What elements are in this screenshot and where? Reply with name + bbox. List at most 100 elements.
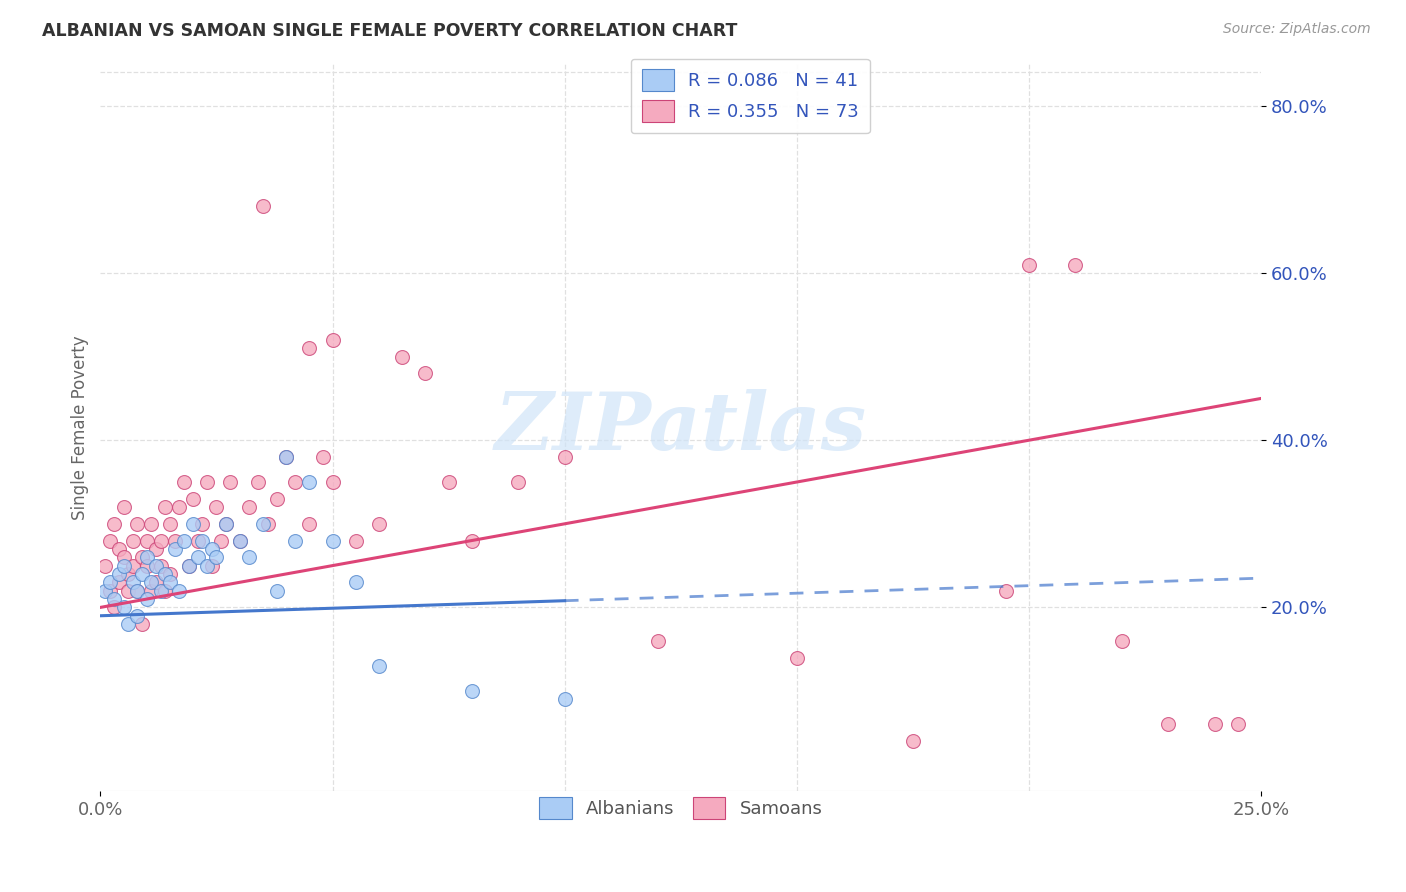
Point (1226, 717, 1249, 731)
Point (117, 566, 139, 581)
Legend: Albanians, Samoans: Albanians, Samoans (531, 789, 830, 826)
Point (169, 583, 191, 598)
Point (94, 558, 117, 573)
Point (94, 583, 117, 598)
Point (368, 659, 391, 673)
Point (163, 533, 186, 548)
Point (508, 475, 530, 489)
Point (117, 617, 139, 632)
Point (181, 491, 204, 506)
Point (145, 575, 167, 590)
Point (159, 566, 181, 581)
Point (191, 533, 214, 548)
Point (554, 692, 576, 706)
Point (238, 500, 260, 514)
Point (98, 533, 121, 548)
Point (145, 541, 167, 556)
Point (284, 475, 307, 489)
Point (98, 583, 121, 598)
Point (149, 583, 172, 598)
Point (173, 533, 195, 548)
Point (247, 475, 270, 489)
Point (1204, 717, 1226, 731)
Point (368, 516, 391, 531)
Point (149, 558, 172, 573)
Point (205, 500, 228, 514)
Point (159, 575, 181, 590)
Point (274, 450, 297, 464)
Point (1064, 258, 1087, 272)
Point (169, 500, 191, 514)
Point (256, 516, 278, 531)
Point (135, 592, 157, 607)
Point (647, 633, 669, 648)
Point (266, 491, 288, 506)
Point (121, 575, 143, 590)
Point (266, 583, 288, 598)
Point (274, 450, 297, 464)
Point (344, 533, 367, 548)
Point (437, 475, 460, 489)
Point (554, 450, 576, 464)
Point (141, 583, 163, 598)
Y-axis label: Single Female Poverty: Single Female Poverty (72, 335, 89, 520)
Point (1018, 258, 1040, 272)
Point (321, 533, 343, 548)
Point (786, 650, 808, 665)
Point (135, 550, 157, 565)
Point (321, 475, 343, 489)
Point (112, 600, 135, 615)
Point (181, 516, 204, 531)
Point (103, 516, 125, 531)
Point (1111, 633, 1133, 648)
Point (112, 550, 135, 565)
Point (391, 350, 413, 364)
Point (901, 734, 924, 748)
Point (155, 566, 177, 581)
Point (219, 475, 242, 489)
Point (461, 533, 484, 548)
Point (209, 533, 232, 548)
Point (228, 533, 250, 548)
Point (145, 558, 167, 573)
Point (131, 617, 153, 632)
Point (344, 575, 367, 590)
Point (117, 583, 139, 598)
Point (135, 558, 157, 573)
Point (1157, 717, 1180, 731)
Point (321, 333, 343, 347)
Point (108, 566, 131, 581)
Point (108, 575, 131, 590)
Point (127, 516, 149, 531)
Point (298, 516, 321, 531)
Point (149, 533, 172, 548)
Point (298, 475, 321, 489)
Point (312, 450, 335, 464)
Point (215, 516, 238, 531)
Point (103, 592, 125, 607)
Point (121, 533, 143, 548)
Point (108, 541, 131, 556)
Point (201, 558, 224, 573)
Point (127, 583, 149, 598)
Point (201, 541, 224, 556)
Point (252, 199, 274, 213)
Point (141, 516, 163, 531)
Point (127, 608, 149, 623)
Point (461, 684, 484, 698)
Point (298, 341, 321, 355)
Point (205, 550, 228, 565)
Point (215, 516, 238, 531)
Text: ALBANIAN VS SAMOAN SINGLE FEMALE POVERTY CORRELATION CHART: ALBANIAN VS SAMOAN SINGLE FEMALE POVERTY… (42, 22, 738, 40)
Point (191, 516, 214, 531)
Point (252, 516, 274, 531)
Point (187, 533, 209, 548)
Point (112, 500, 135, 514)
Point (159, 516, 181, 531)
Point (98, 575, 121, 590)
Point (131, 550, 153, 565)
Point (163, 541, 186, 556)
Point (177, 558, 200, 573)
Point (135, 533, 157, 548)
Point (141, 575, 163, 590)
